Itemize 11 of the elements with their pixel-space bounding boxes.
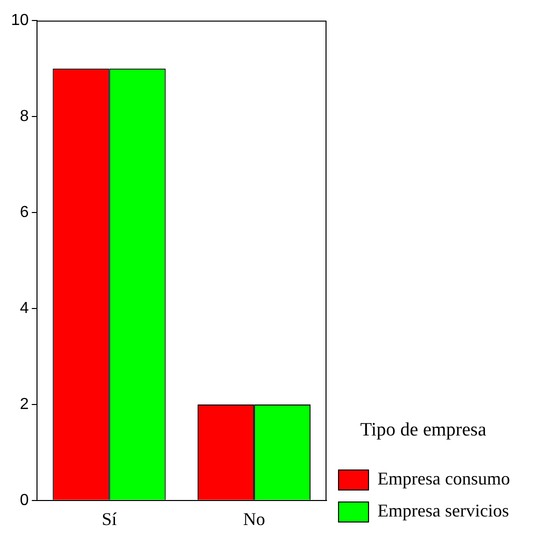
legend-label: Empresa consumo bbox=[378, 468, 510, 489]
legend-title: Tipo de empresa bbox=[360, 420, 487, 441]
x-tick-label: No bbox=[243, 508, 266, 529]
y-tick-label: 2 bbox=[20, 396, 29, 413]
y-tick-label: 8 bbox=[20, 108, 29, 125]
y-tick-label: 6 bbox=[20, 204, 29, 221]
legend-label: Empresa servicios bbox=[378, 500, 509, 521]
x-tick-label: Sí bbox=[102, 508, 117, 529]
y-tick-label: 0 bbox=[20, 492, 29, 509]
y-tick-label: 4 bbox=[20, 300, 29, 317]
y-tick-label: 10 bbox=[11, 12, 29, 30]
